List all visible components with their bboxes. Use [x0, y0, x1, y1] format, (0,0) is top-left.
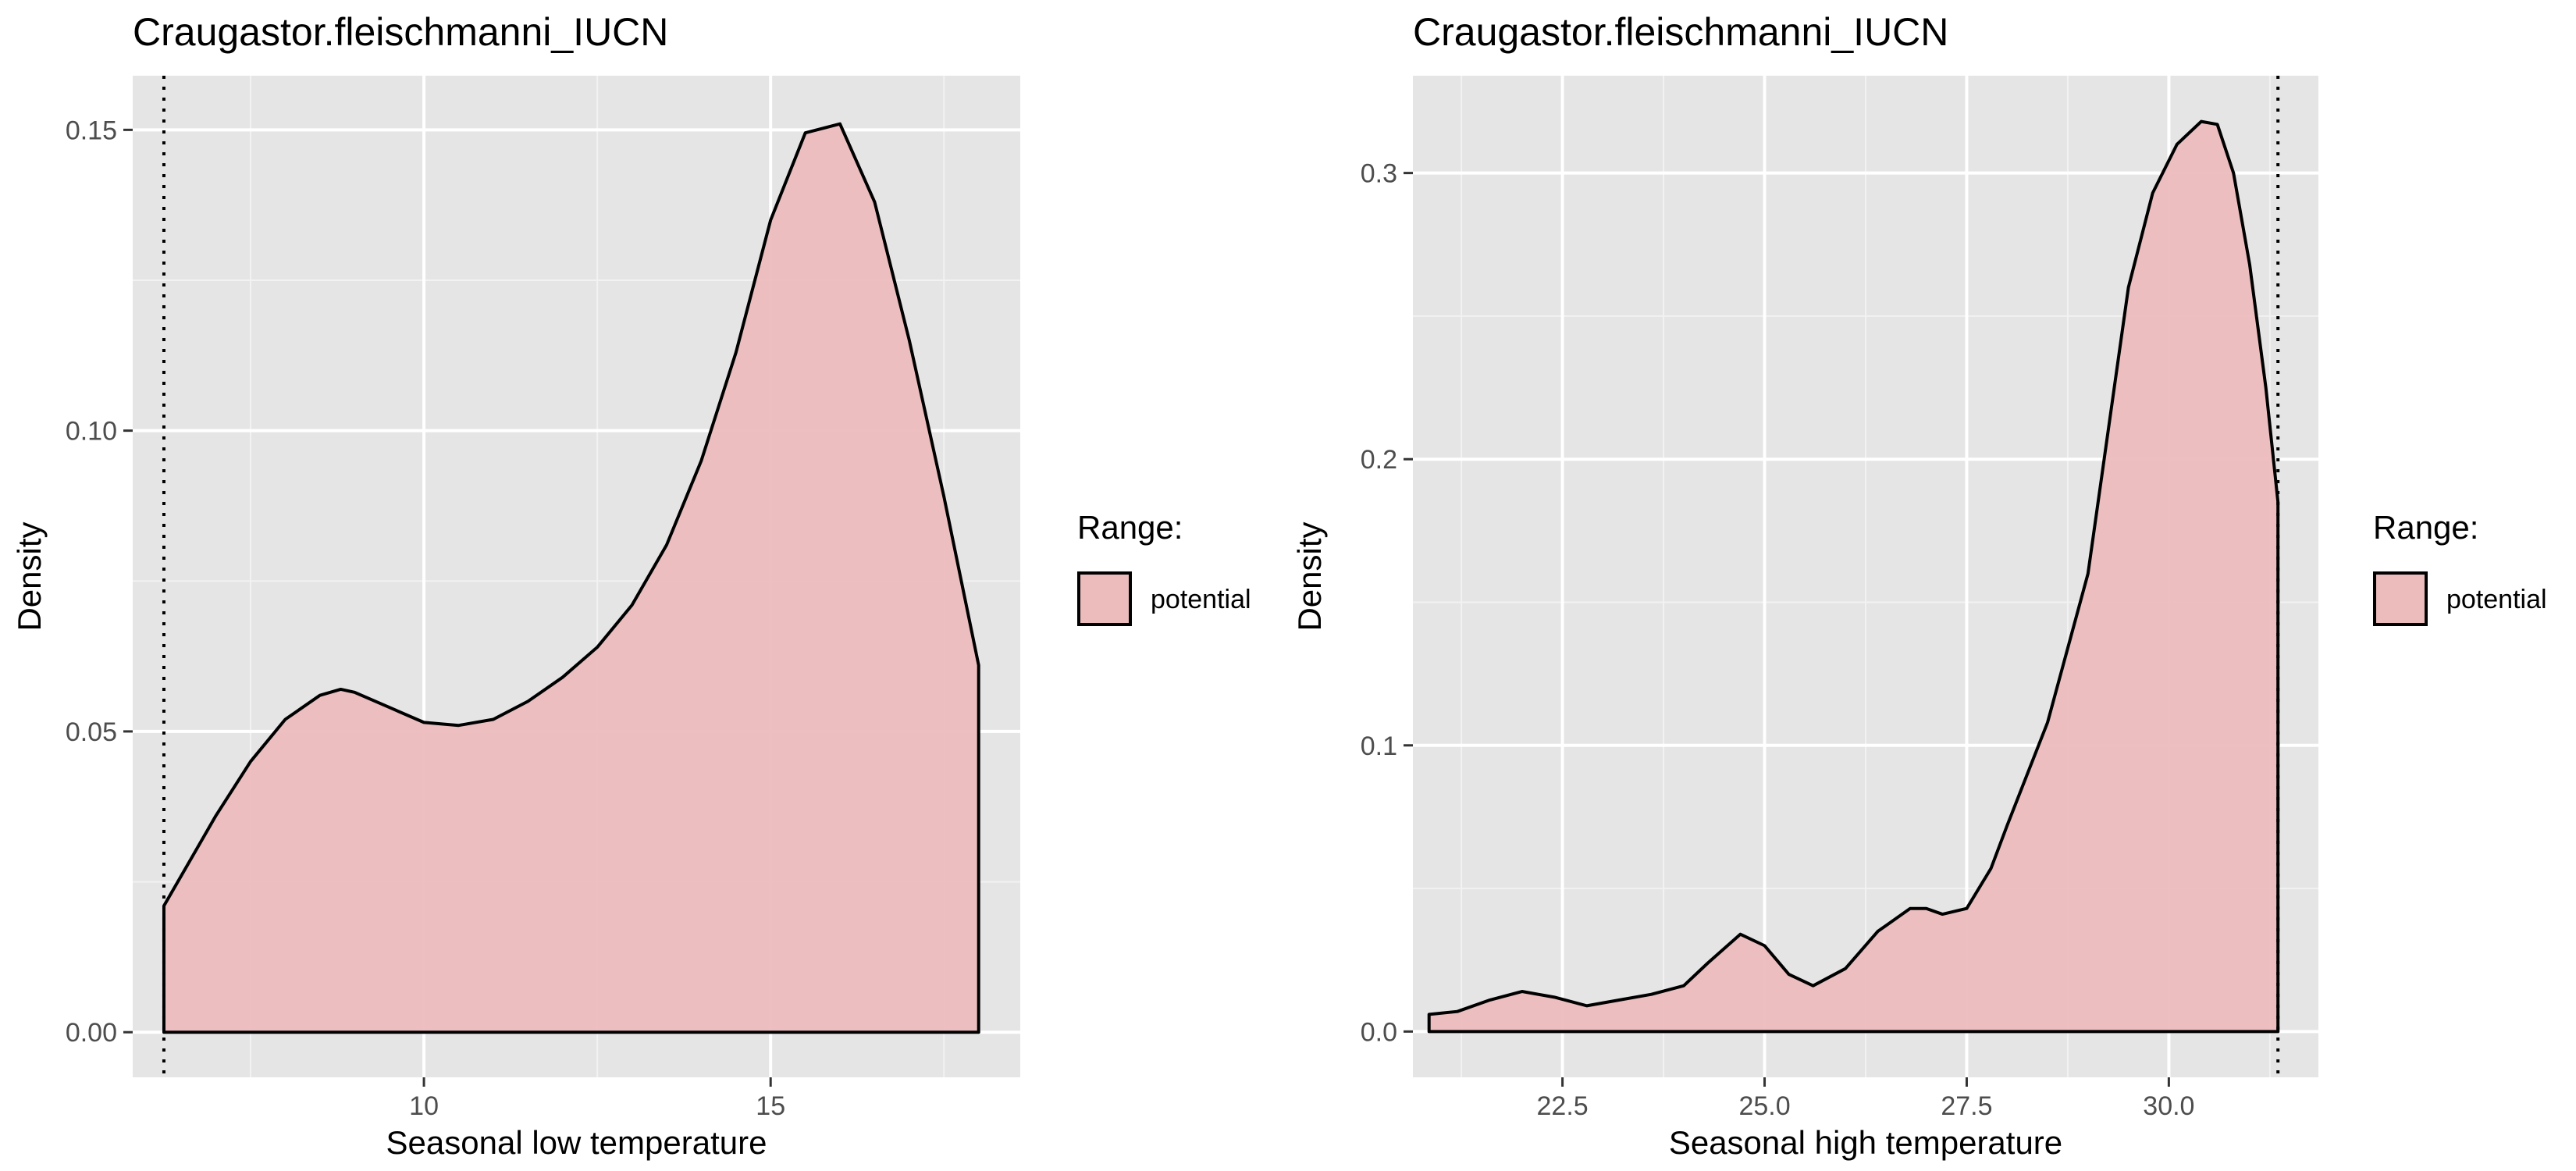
x-tick-label: 27.5: [1941, 1091, 1992, 1121]
legend-key-potential: [1077, 571, 1132, 626]
x-tick-label: 25.0: [1738, 1091, 1790, 1121]
y-tick-label: 0.2: [1361, 445, 1397, 475]
legend: Range: potential: [1077, 509, 1251, 626]
legend-label-potential: potential: [2446, 585, 2547, 614]
chart-title: Craugastor.fleischmanni_IUCN: [133, 10, 668, 54]
legend-title: Range:: [1077, 509, 1183, 546]
y-tick-label: 0.05: [66, 717, 117, 747]
legend-label-potential: potential: [1151, 585, 1251, 614]
legend-title: Range:: [2373, 509, 2478, 546]
density-chart-high-temperature: 22.5 25.0 27.5 30.0 0.0 0.1 0.2 0.3 Craugastor.f…: [1291, 10, 2547, 1161]
y-tick-label: 0.3: [1361, 159, 1397, 189]
y-axis-label: Density: [1291, 521, 1328, 631]
x-tick-label: 22.5: [1537, 1091, 1589, 1121]
x-axis-label: Seasonal high temperature: [1669, 1124, 2062, 1161]
x-tick-label: 10: [409, 1091, 439, 1121]
x-tick-label: 30.0: [2143, 1091, 2194, 1121]
y-tick-label: 0.1: [1361, 731, 1397, 761]
chart-title: Craugastor.fleischmanni_IUCN: [1413, 10, 1948, 54]
y-tick-label: 0.15: [66, 116, 117, 145]
y-tick-label: 0.0: [1361, 1017, 1397, 1047]
x-axis-label: Seasonal low temperature: [386, 1124, 767, 1161]
density-area-potential: [1427, 119, 2280, 1034]
legend: Range: potential: [2373, 509, 2547, 626]
x-tick-label: 15: [756, 1091, 785, 1121]
y-tick-label: 0.10: [66, 417, 117, 447]
density-area-potential: [162, 122, 980, 1034]
y-tick-label: 0.00: [66, 1018, 117, 1048]
legend-key-potential: [2373, 571, 2428, 626]
y-axis-label: Density: [11, 521, 48, 631]
density-chart-low-temperature: 10 15 0.00 0.05 0.10 0.15 Craugastor.fleischma…: [11, 10, 1251, 1161]
